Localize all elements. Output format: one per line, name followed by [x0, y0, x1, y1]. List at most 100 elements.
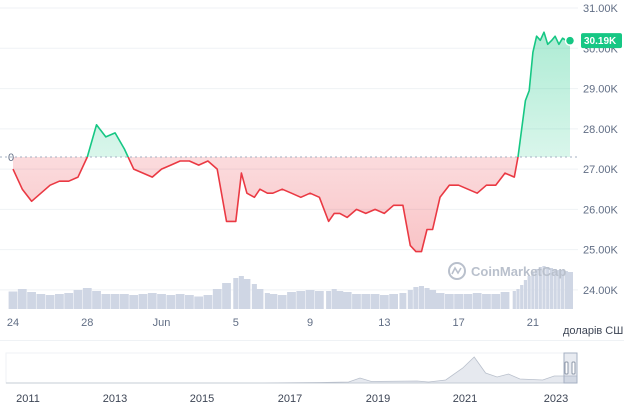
navigator-year-label: 2023 [544, 393, 568, 405]
range-navigator[interactable]: 2011 2013 2015 2017 2019 2021 2023 [5, 352, 578, 405]
volume-bar [567, 272, 573, 309]
volume-bar [8, 291, 18, 309]
last-price-dot [564, 35, 576, 46]
volume-bar [424, 288, 430, 309]
volume-bar [538, 267, 542, 309]
volume-bar [549, 268, 554, 309]
volume-bar [243, 279, 251, 309]
volume-bar [429, 290, 437, 309]
current-price-label: 30.19K [584, 36, 617, 47]
navigator-year-label: 2017 [278, 393, 302, 405]
volume-bar [110, 294, 120, 309]
volume-bar [55, 294, 64, 309]
volume-bar [326, 291, 332, 309]
y-tick-label: 26.00K [583, 204, 619, 216]
navigator-x-axis: 2011 2013 2015 2017 2019 2021 2023 [16, 393, 568, 405]
volume-bar [413, 287, 419, 309]
volume-bar [101, 294, 111, 309]
volume-bar [36, 294, 46, 309]
volume-bar [256, 289, 264, 309]
volume-bar [264, 293, 270, 309]
y-tick-label: 24.00K [583, 285, 619, 297]
volume-bar [516, 289, 520, 309]
y-tick-label: 25.00K [583, 245, 619, 257]
volume-bar [418, 286, 425, 309]
volume-bar [147, 293, 157, 309]
y-tick-label: 29.00K [583, 84, 619, 96]
volume-bar [238, 276, 244, 309]
x-tick-label: 24 [7, 317, 19, 329]
x-axis: 24 28 Jun 5 9 13 17 21 [7, 317, 539, 329]
price-area [13, 32, 570, 252]
volume-bar [212, 289, 222, 309]
watermark-text: CoinMarketCap [471, 264, 566, 279]
volume-bar [336, 291, 344, 309]
coinmarketcap-watermark: CoinMarketCap [448, 262, 566, 280]
volume-bar [542, 266, 546, 309]
navigator-year-label: 2013 [103, 393, 127, 405]
volume-bar [296, 291, 306, 309]
x-tick-label: 5 [233, 317, 239, 329]
volume-bar [512, 291, 516, 309]
volume-bar [157, 294, 166, 309]
volume-bar [203, 295, 213, 309]
volume-bar [251, 284, 257, 309]
y-tick-label: 27.00K [583, 164, 619, 176]
volume-bar [268, 294, 278, 309]
volume-bar [482, 294, 491, 309]
volume-bar [370, 294, 380, 309]
volume-bar [287, 292, 296, 309]
volume-bar [129, 295, 139, 309]
volume-bar [454, 294, 463, 309]
area-above-baseline [13, 32, 570, 158]
volume-bar [546, 267, 550, 309]
volume-bar [500, 292, 510, 309]
volume-bar [472, 293, 482, 309]
current-price-badge [581, 33, 622, 49]
navigator-handle-left[interactable] [564, 361, 569, 375]
volume-bar [444, 294, 454, 309]
volume-bar [194, 296, 204, 309]
volume-bar [331, 289, 337, 309]
volume-bar [352, 294, 361, 309]
x-tick-label: Jun [153, 317, 171, 329]
volume-bar [222, 283, 231, 309]
volume-bar [73, 290, 83, 309]
y-tick-label: 28.00K [583, 124, 619, 136]
x-tick-label: 17 [452, 317, 464, 329]
navigator-year-label: 2019 [366, 393, 390, 405]
volume-bar [45, 295, 55, 309]
volume-bar [82, 288, 92, 309]
volume-bar [527, 276, 531, 309]
volume-bar [491, 294, 501, 309]
current-price-marker: 30.19K [564, 33, 622, 49]
volume-bar [184, 295, 194, 309]
volume-bar [407, 290, 413, 309]
volume-bar [314, 291, 324, 309]
volume-bar [27, 292, 36, 309]
coinmarketcap-logo-mark [451, 266, 462, 275]
y-tick-label: 31.00K [583, 3, 619, 15]
volume-bar [435, 293, 445, 309]
volume-bars [8, 266, 573, 309]
volume-bar [64, 293, 74, 309]
navigator-handle-right[interactable] [571, 361, 576, 375]
volume-bar [92, 291, 101, 309]
price-line-up [86, 31, 570, 158]
navigator-selection[interactable] [563, 352, 578, 384]
volume-bar [342, 292, 352, 309]
volume-bar [389, 294, 399, 309]
volume-bar [531, 272, 535, 309]
currency-unit-label: доларів СШ [563, 325, 623, 337]
volume-bar [553, 269, 557, 309]
x-tick-label: 21 [527, 317, 539, 329]
x-tick-label: 13 [378, 317, 390, 329]
price-line [12, 31, 570, 253]
gridlines [0, 7, 578, 291]
x-tick-label: 28 [81, 317, 93, 329]
volume-bar [399, 293, 407, 309]
navigator-year-label: 2021 [453, 393, 477, 405]
volume-bar [175, 294, 185, 309]
volume-bar [564, 271, 568, 309]
